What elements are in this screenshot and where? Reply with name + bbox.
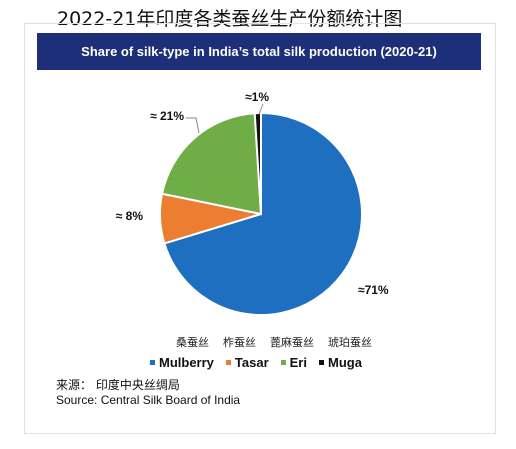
slice-label-eri: ≈ 21% xyxy=(150,109,184,123)
legend-label-mulberry: Mulberry xyxy=(159,355,214,370)
slice-label-muga: ≈1% xyxy=(245,90,269,104)
legend: 桑蚕丝 柞蚕丝 蓖麻蚕丝 琥珀蚕丝 Mulberry Tasar Eri Mug… xyxy=(150,334,410,370)
pie-slice-mulberry xyxy=(163,111,363,316)
leader-line-eri xyxy=(186,117,200,134)
legend-swatch-mulberry xyxy=(150,360,155,365)
legend-cn-tasar: 柞蚕丝 xyxy=(223,337,256,349)
source-cn: 来源： 印度中央丝绸局 xyxy=(56,378,180,392)
legend-item-mulberry: Mulberry xyxy=(150,355,214,370)
slice-label-mulberry: ≈71% xyxy=(358,283,389,297)
legend-swatch-tasar xyxy=(225,360,231,365)
leader-line-muga xyxy=(258,103,264,115)
legend-label-eri: Eri xyxy=(289,355,307,370)
legend-item-tasar: Tasar xyxy=(225,355,269,370)
legend-swatch-muga xyxy=(318,360,324,365)
slice-label-tasar: ≈ 8% xyxy=(116,209,144,223)
chart-title-banner: Share of silk-type in India’s total silk… xyxy=(37,33,481,70)
legend-label-muga: Muga xyxy=(327,355,362,370)
legend-cn-eri: 蓖麻蚕丝 xyxy=(270,337,314,349)
chart-frame xyxy=(24,23,496,434)
legend-en-row: Mulberry Tasar Eri Muga xyxy=(150,355,410,370)
legend-item-eri: Eri xyxy=(280,355,307,370)
source-note: 来源： 印度中央丝绸局 Source: Central Silk Board o… xyxy=(56,378,240,408)
legend-cn-muga: 琥珀蚕丝 xyxy=(328,337,372,349)
page-title: 2022-21年印度各类蚕丝生产份额统计图 xyxy=(57,8,403,30)
pie-slice-muga xyxy=(253,111,262,215)
legend-cn-mulberry: 桑蚕丝 xyxy=(176,337,209,349)
legend-cn-row: 桑蚕丝 柞蚕丝 蓖麻蚕丝 琥珀蚕丝 xyxy=(176,334,410,350)
legend-item-muga: Muga xyxy=(318,355,362,370)
legend-swatch-eri xyxy=(280,360,286,365)
source-en: Source: Central Silk Board of India xyxy=(56,393,241,407)
pie-slice-eri xyxy=(160,112,263,216)
legend-label-tasar: Tasar xyxy=(234,355,269,370)
